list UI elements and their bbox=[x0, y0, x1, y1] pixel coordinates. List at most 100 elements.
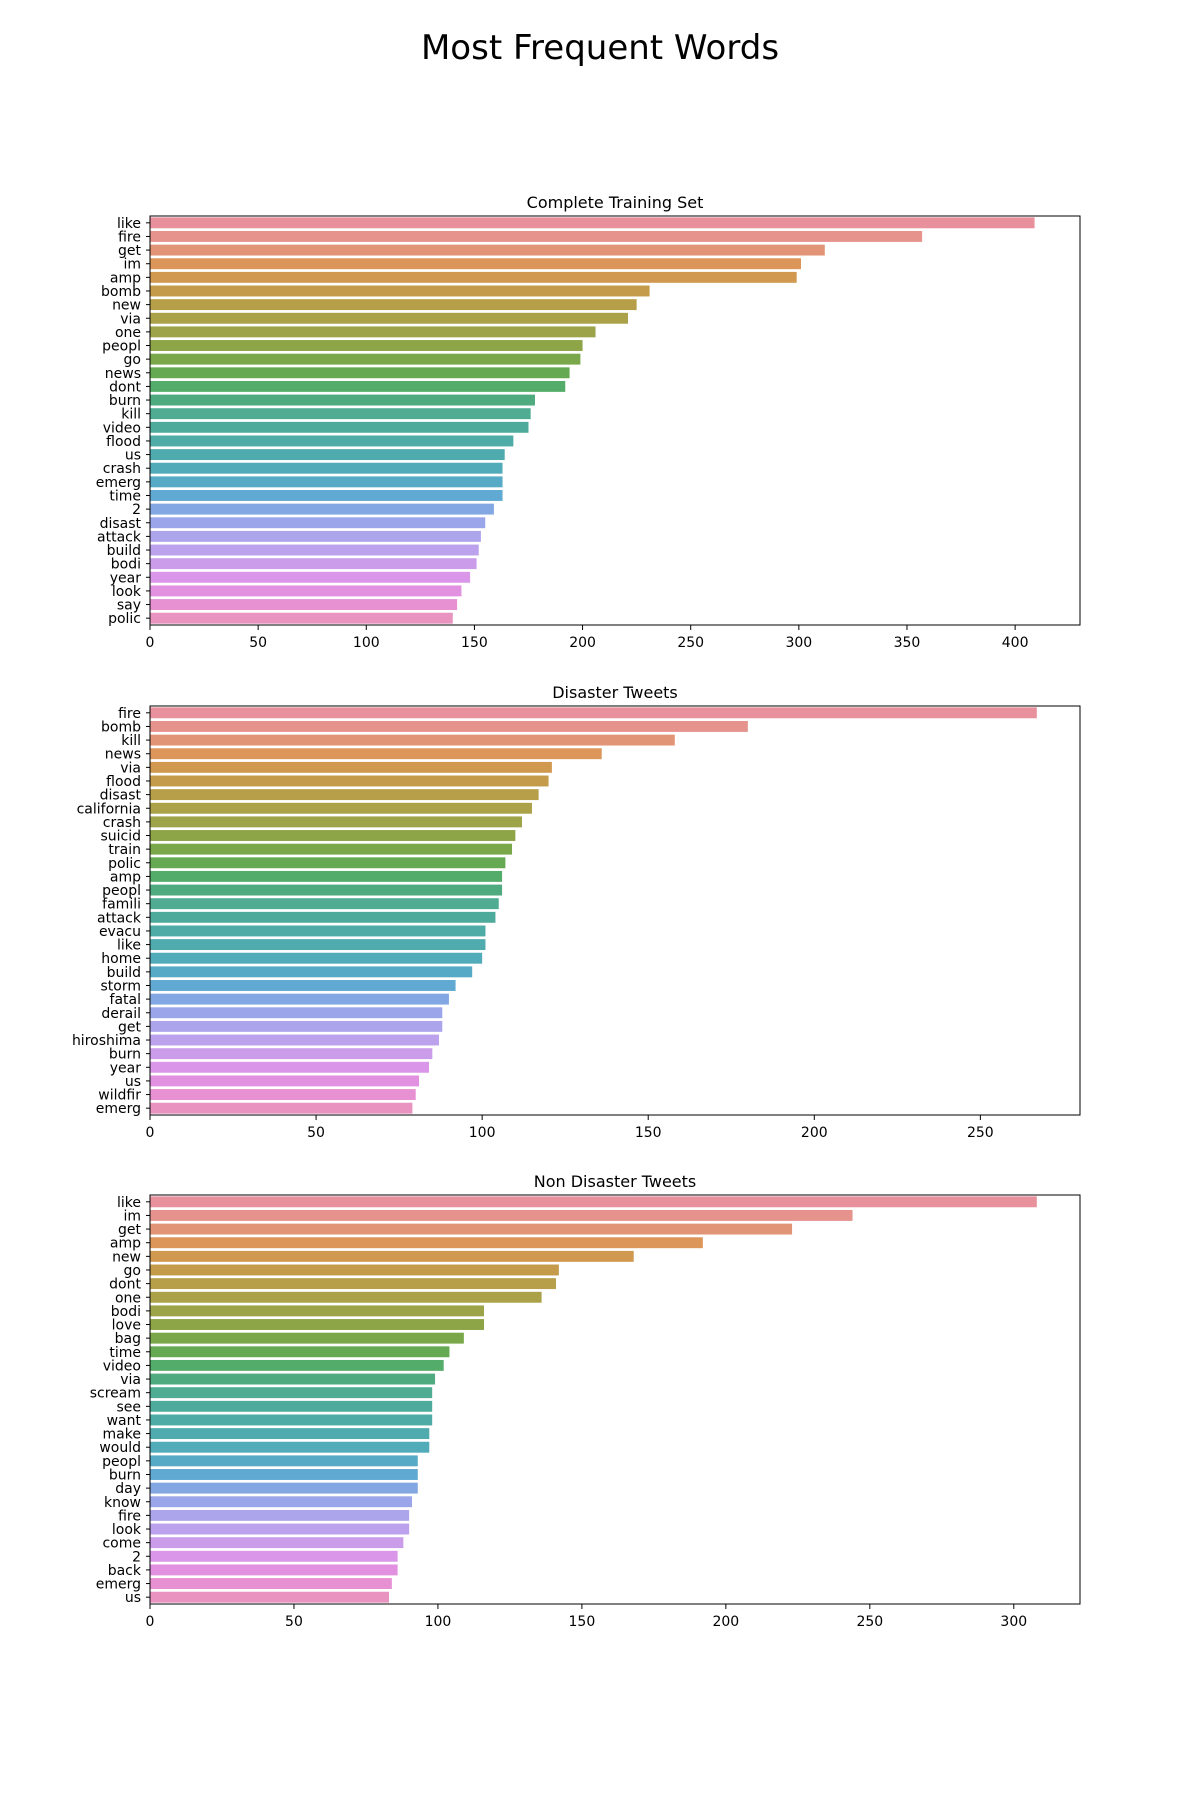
category-label: via bbox=[120, 311, 141, 327]
plot-frame bbox=[149, 1194, 1081, 1605]
category-label: train bbox=[108, 842, 141, 858]
bar bbox=[150, 911, 496, 923]
bar bbox=[150, 966, 473, 978]
bar bbox=[150, 843, 513, 855]
bar bbox=[150, 421, 529, 433]
bar bbox=[150, 1332, 464, 1344]
bar bbox=[150, 258, 801, 270]
chart-panel-2: Disaster Tweetsfirebombkillnewsviafloodd… bbox=[72, 683, 1081, 1141]
category-label: dont bbox=[109, 1277, 141, 1293]
category-label: would bbox=[99, 1440, 141, 1456]
bar bbox=[150, 1482, 418, 1494]
bar bbox=[150, 285, 650, 297]
category-label: new bbox=[112, 298, 141, 314]
bar bbox=[150, 1291, 542, 1303]
bar bbox=[150, 1373, 436, 1385]
category-label: disast bbox=[100, 788, 142, 804]
x-tick-label: 150 bbox=[569, 1614, 596, 1630]
category-label: emerg bbox=[96, 475, 141, 491]
bar bbox=[150, 1496, 413, 1508]
x-tick-label: 0 bbox=[146, 1125, 155, 1141]
category-label: crash bbox=[103, 461, 141, 477]
bar bbox=[150, 599, 458, 611]
category-label: kill bbox=[121, 733, 141, 749]
category-label: emerg bbox=[96, 1101, 141, 1117]
category-label: wildfir bbox=[98, 1088, 141, 1104]
bar bbox=[150, 775, 549, 787]
bar bbox=[150, 299, 637, 311]
bar bbox=[150, 1400, 433, 1412]
x-tick-label: 0 bbox=[146, 1614, 155, 1630]
bar bbox=[150, 789, 539, 801]
plot-frame bbox=[149, 705, 1081, 1116]
x-tick-label: 300 bbox=[785, 635, 812, 651]
category-label: dont bbox=[109, 379, 141, 395]
bar bbox=[150, 993, 449, 1005]
bar bbox=[150, 1537, 404, 1549]
x-tick-label: 350 bbox=[894, 635, 921, 651]
x-tick-label: 150 bbox=[635, 1125, 662, 1141]
bar bbox=[150, 1305, 484, 1317]
x-tick-label: 0 bbox=[146, 635, 155, 651]
category-label: 2 bbox=[132, 502, 141, 518]
category-label: polic bbox=[108, 611, 141, 627]
chart-panel-3: Non Disaster Tweets likeimgetampnewgodont… bbox=[90, 1172, 1081, 1630]
category-label: look bbox=[112, 1522, 142, 1538]
bar bbox=[150, 1414, 433, 1426]
category-label: year bbox=[110, 570, 141, 586]
category-label: peopl bbox=[102, 883, 141, 899]
bar bbox=[150, 980, 456, 991]
category-label: burn bbox=[109, 1047, 141, 1063]
category-label: burn bbox=[109, 393, 141, 409]
bar bbox=[150, 462, 503, 474]
category-label: one bbox=[115, 1290, 141, 1306]
x-tick-label: 150 bbox=[461, 635, 488, 651]
bar bbox=[150, 340, 583, 351]
bar bbox=[150, 1359, 444, 1371]
category-label: fire bbox=[118, 1508, 141, 1524]
bar bbox=[150, 925, 486, 937]
bar bbox=[150, 1278, 556, 1290]
category-label: bomb bbox=[101, 284, 141, 300]
bar bbox=[150, 530, 481, 542]
bar bbox=[150, 435, 514, 447]
category-label: build bbox=[107, 965, 141, 981]
bar bbox=[150, 1102, 413, 1114]
bar bbox=[150, 1089, 416, 1101]
category-label: crash bbox=[103, 815, 141, 831]
category-label: home bbox=[101, 951, 141, 967]
bar bbox=[150, 1346, 450, 1358]
bar bbox=[150, 1578, 392, 1590]
category-label: time bbox=[109, 1345, 141, 1361]
category-label: back bbox=[108, 1563, 142, 1579]
x-tick-label: 100 bbox=[469, 1125, 496, 1141]
bar bbox=[150, 394, 535, 406]
bar bbox=[150, 1048, 433, 1060]
x-tick-label: 100 bbox=[425, 1614, 452, 1630]
x-tick-label: 50 bbox=[249, 635, 267, 651]
x-tick-label: 300 bbox=[1000, 1614, 1027, 1630]
category-label: derail bbox=[101, 1006, 141, 1022]
category-label: know bbox=[104, 1495, 141, 1511]
bar bbox=[150, 1564, 398, 1576]
bar bbox=[150, 408, 531, 420]
bar bbox=[150, 1250, 634, 1262]
category-label: famili bbox=[102, 897, 141, 913]
bar bbox=[150, 231, 923, 242]
category-label: emerg bbox=[96, 1577, 141, 1593]
bar bbox=[150, 380, 566, 392]
panel-title: Complete Training Set bbox=[527, 193, 704, 212]
category-label: year bbox=[110, 1060, 141, 1076]
category-label: via bbox=[120, 760, 141, 776]
bar bbox=[150, 490, 503, 501]
x-tick-label: 250 bbox=[967, 1125, 994, 1141]
bar bbox=[150, 857, 506, 869]
category-label: want bbox=[107, 1413, 142, 1429]
bar bbox=[150, 952, 483, 964]
category-label: flood bbox=[106, 774, 141, 790]
bar bbox=[150, 558, 477, 570]
x-tick-label: 50 bbox=[285, 1614, 303, 1630]
bar bbox=[150, 312, 628, 324]
category-label: bodi bbox=[111, 557, 141, 573]
x-tick-label: 250 bbox=[856, 1614, 883, 1630]
